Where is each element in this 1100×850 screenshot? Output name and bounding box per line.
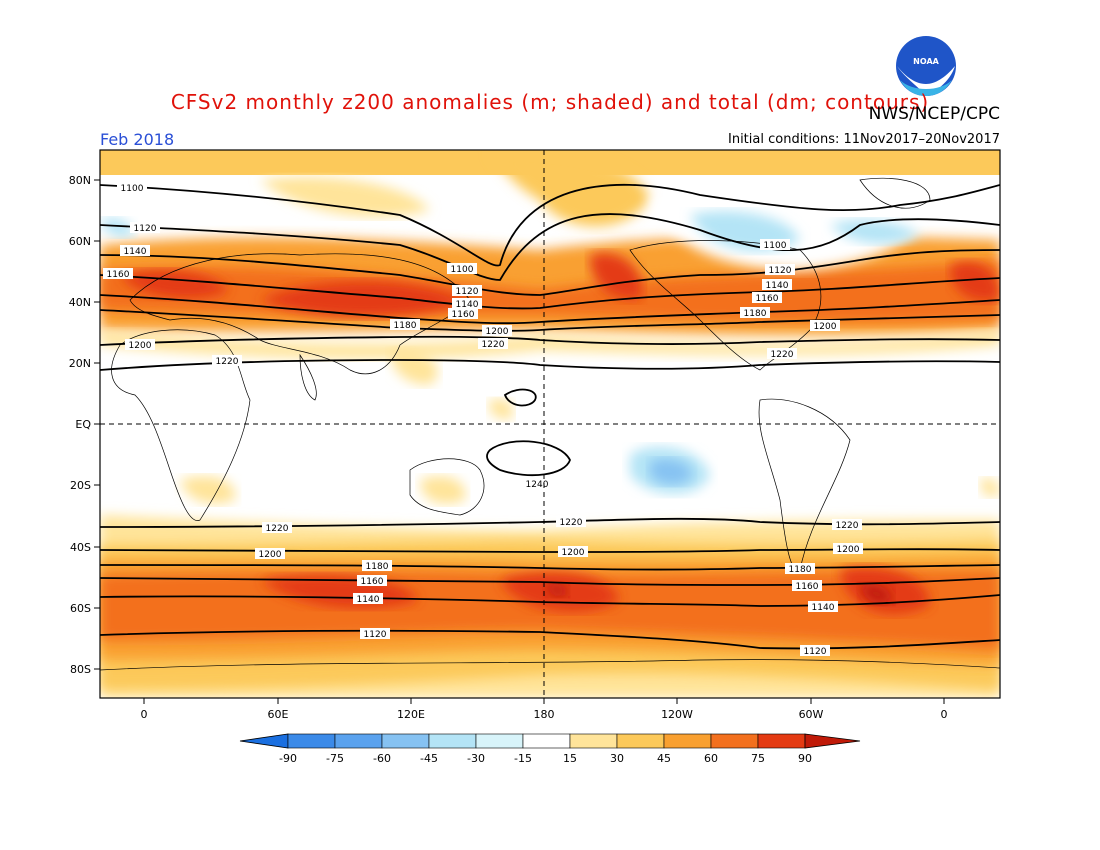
height-contours [100,183,1000,650]
contour-label: 1220 [216,357,239,367]
colorbar-tick: -15 [514,752,532,765]
lon-label: 0 [141,708,148,721]
contour-label: 1140 [766,281,789,291]
colorbar-tick: -75 [326,752,344,765]
noaa-logo-icon: NOAA [896,36,956,96]
contour-label: 1100 [764,241,787,251]
lat-label: 40N [69,296,91,309]
target-month: Feb 2018 [100,130,175,149]
contour-label: 1180 [366,562,389,572]
contour-label: 1100 [451,265,474,275]
agency-label: NWS/NCEP/CPC [868,104,1000,124]
colorbar-swatch [381,733,430,749]
contour-label: 1220 [266,524,289,534]
colorbar-ticks: -90 -75 -60 -45 -30 -15 15 30 45 60 75 9… [279,752,812,765]
lat-label: 20N [69,357,91,370]
colorbar-tick: 75 [751,752,765,765]
contour-label: 1200 [486,327,509,337]
lat-ticks [94,179,100,670]
contour-label: 1140 [124,247,147,257]
lat-label: 80N [69,174,91,187]
contour-label: 1240 [526,480,549,490]
colorbar-swatch [428,733,477,749]
colorbar-swatch [475,733,524,749]
contour-label: 1140 [357,595,380,605]
lat-label: 60S [70,602,91,615]
lat-label: EQ [75,418,91,431]
lon-label: 0 [941,708,948,721]
lon-label: 180 [534,708,555,721]
contour-label: 1140 [456,300,479,310]
lat-label: 40S [70,541,91,554]
contour-label: 1120 [134,224,157,234]
colorbar-swatch [334,733,383,749]
contour-label: 1160 [452,310,475,320]
contour-label: 1220 [560,518,583,528]
contour-label: 1140 [812,603,835,613]
lon-ticks [143,698,945,704]
colorbar-tick: -45 [420,752,438,765]
colorbar-swatch [757,733,806,749]
lon-labels: 0 60E 120E 180 120W 60W 0 [141,708,948,721]
contour-label: 1160 [361,577,384,587]
colorbar [239,733,861,749]
colorbar-swatch [710,733,759,749]
colorbar-right-arrow [804,733,861,749]
contour-label-group: 1100 1100 1100 1120 1120 1120 1120 1120 … [103,182,863,657]
contour-label-1100: 1100 [117,182,147,194]
contour-label: 1220 [482,340,505,350]
lon-label: 60W [799,708,824,721]
contour-label: 1120 [769,266,792,276]
colorbar-tick: 45 [657,752,671,765]
contour-label: 1180 [789,565,812,575]
colorbar-tick: -90 [279,752,297,765]
colorbar-tick: 15 [563,752,577,765]
contour-label: 1200 [259,550,282,560]
contour-label: 1160 [796,582,819,592]
chart-title: CFSv2 monthly z200 anomalies (m; shaded)… [170,90,930,114]
contour-label: 1160 [107,270,130,280]
lat-label: 20S [70,479,91,492]
colorbar-tick: -30 [467,752,485,765]
contour-label: 1200 [814,322,837,332]
colorbar-left-arrow [239,733,289,749]
colorbar-swatch [569,733,618,749]
colorbar-tick: -60 [373,752,391,765]
lon-label: 120W [661,708,693,721]
contour-label: 1200 [129,341,152,351]
contour-label: 1180 [394,321,417,331]
lon-label: 60E [268,708,289,721]
colorbar-swatch [616,733,665,749]
colorbar-swatch [287,733,336,749]
noaa-logo-text: NOAA [913,57,939,66]
contour-label: 1200 [837,545,860,555]
contour-label: 1160 [756,294,779,304]
colorbar-tick: 90 [798,752,812,765]
lat-label: 60N [69,235,91,248]
contour-label: 1120 [364,630,387,640]
contour-label: 1120 [804,647,827,657]
colorbar-swatch [663,733,712,749]
colorbar-swatch [522,733,571,749]
anomaly-shading [100,150,1000,698]
contour-label: 1120 [456,287,479,297]
colorbar-tick: 30 [610,752,624,765]
colorbar-tick: 60 [704,752,718,765]
contour-label: 1220 [836,521,859,531]
initial-conditions: Initial conditions: 11Nov2017–20Nov2017 [728,132,1000,147]
contour-label: 1100 [121,184,144,194]
contour-label: 1200 [562,548,585,558]
lon-label: 120E [397,708,425,721]
lat-labels: 80N 60N 40N 20N EQ 20S 40S 60S 80S [69,174,92,676]
lat-label: 80S [70,663,91,676]
contour-label: 1180 [744,309,767,319]
contour-label: 1220 [771,350,794,360]
coastlines [100,177,1000,671]
